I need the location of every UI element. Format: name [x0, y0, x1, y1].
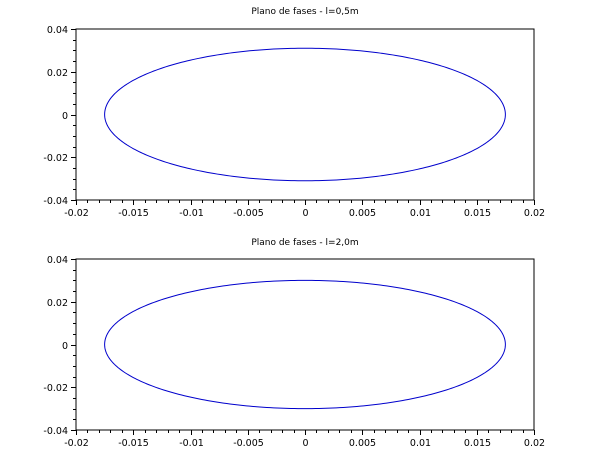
chart-title-top: Plano de fases - l=0,5m — [251, 7, 358, 17]
phase-curve-top — [104, 47, 506, 182]
y-tick-label: 0 — [62, 111, 68, 122]
y-ticks-bottom: 0.04 0.02 0 -0.02 -0.04 — [43, 255, 76, 437]
x-ticks-bottom: -0.02 -0.015 -0.01 -0.005 0 0.005 0.01 0.015 0.0… — [64, 430, 545, 449]
x-tick-label: -0.01 — [179, 208, 204, 219]
y-tick-label: 0 — [62, 341, 68, 352]
chart-title-bottom: Plano de fases - l=2,0m — [251, 238, 358, 248]
x-tick-label: 0 — [302, 438, 308, 449]
x-tick-label: 0.01 — [410, 208, 431, 219]
x-tick-label: 0.015 — [464, 438, 491, 449]
x-tick-label: -0.015 — [118, 208, 149, 219]
x-tick-label: -0.02 — [64, 438, 89, 449]
x-ticks-top: -0.02 -0.015 -0.01 -0.005 0 0.005 0.01 0.015 0.0… — [64, 200, 545, 219]
y-tick-label: 0.02 — [47, 68, 68, 79]
x-tick-label: 0.005 — [349, 208, 376, 219]
x-tick-label: -0.015 — [118, 438, 149, 449]
x-tick-label: 0.01 — [410, 438, 431, 449]
phase-plot-bottom: Plano de fases - l=2,0m -0.02 -0.015 -0.01… — [43, 238, 545, 449]
y-tick-label: 0.04 — [47, 25, 68, 36]
y-tick-label: -0.04 — [43, 196, 68, 207]
y-tick-label: -0.02 — [43, 383, 68, 394]
x-tick-label: -0.02 — [64, 208, 89, 219]
x-tick-label: -0.01 — [179, 438, 204, 449]
y-tick-label: 0.04 — [47, 255, 68, 266]
y-tick-label: 0.02 — [47, 298, 68, 309]
y-tick-label: -0.04 — [43, 426, 68, 437]
y-tick-label: -0.02 — [43, 153, 68, 164]
x-tick-label: 0.02 — [524, 208, 545, 219]
x-tick-label: 0.015 — [464, 208, 491, 219]
y-ticks-top: 0.04 0.02 0 -0.02 -0.04 — [43, 25, 76, 207]
x-tick-label: -0.005 — [233, 438, 264, 449]
phase-plot-top: Plano de fases - l=0,5m -0.02 -0.015 -0.01… — [43, 7, 545, 219]
x-tick-label: 0.02 — [524, 438, 545, 449]
phase-curve-bottom — [104, 279, 506, 410]
x-tick-label: 0 — [302, 208, 308, 219]
x-tick-label: 0.005 — [349, 438, 376, 449]
x-tick-label: -0.005 — [233, 208, 264, 219]
